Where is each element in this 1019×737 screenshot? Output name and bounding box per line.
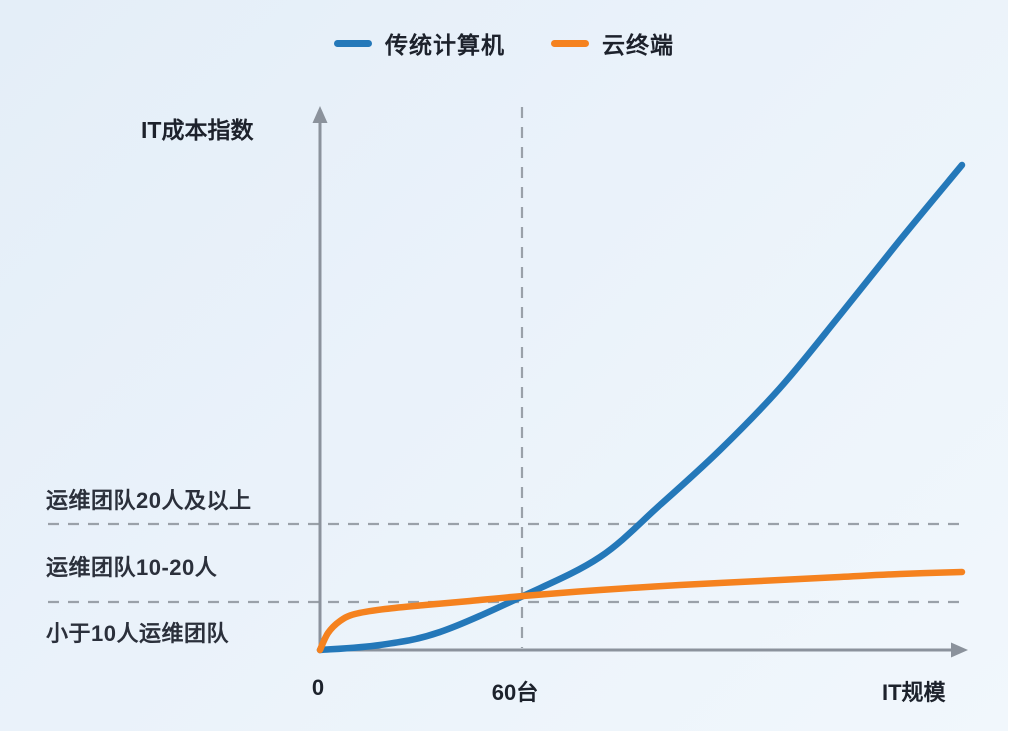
- legend: 传统计算机 云终端: [0, 26, 1008, 60]
- curve-traditional: [316, 161, 966, 654]
- legend-label-traditional: 传统计算机: [385, 32, 505, 58]
- legend-swatch-cloud: [551, 39, 589, 47]
- y-axis-title: IT成本指数: [141, 117, 254, 143]
- y-axis-arrow-icon: [312, 106, 328, 123]
- band-label-under-10: 小于10人运维团队: [46, 621, 229, 646]
- legend-item-traditional: 传统计算机: [334, 26, 505, 60]
- legend-label-cloud: 云终端: [602, 32, 674, 58]
- band-label-20plus: 运维团队20人及以上: [46, 488, 252, 513]
- band-label-10-20: 运维团队10-20人: [46, 555, 218, 580]
- x-tick-sixty: 60台: [491, 680, 539, 705]
- curve-cloud: [316, 568, 966, 654]
- x-axis-title: IT规模: [882, 680, 946, 705]
- x-axis-arrow-icon: [951, 642, 968, 658]
- legend-swatch-traditional: [334, 39, 372, 47]
- legend-item-cloud: 云终端: [551, 26, 674, 60]
- x-tick-zero: 0: [311, 675, 325, 700]
